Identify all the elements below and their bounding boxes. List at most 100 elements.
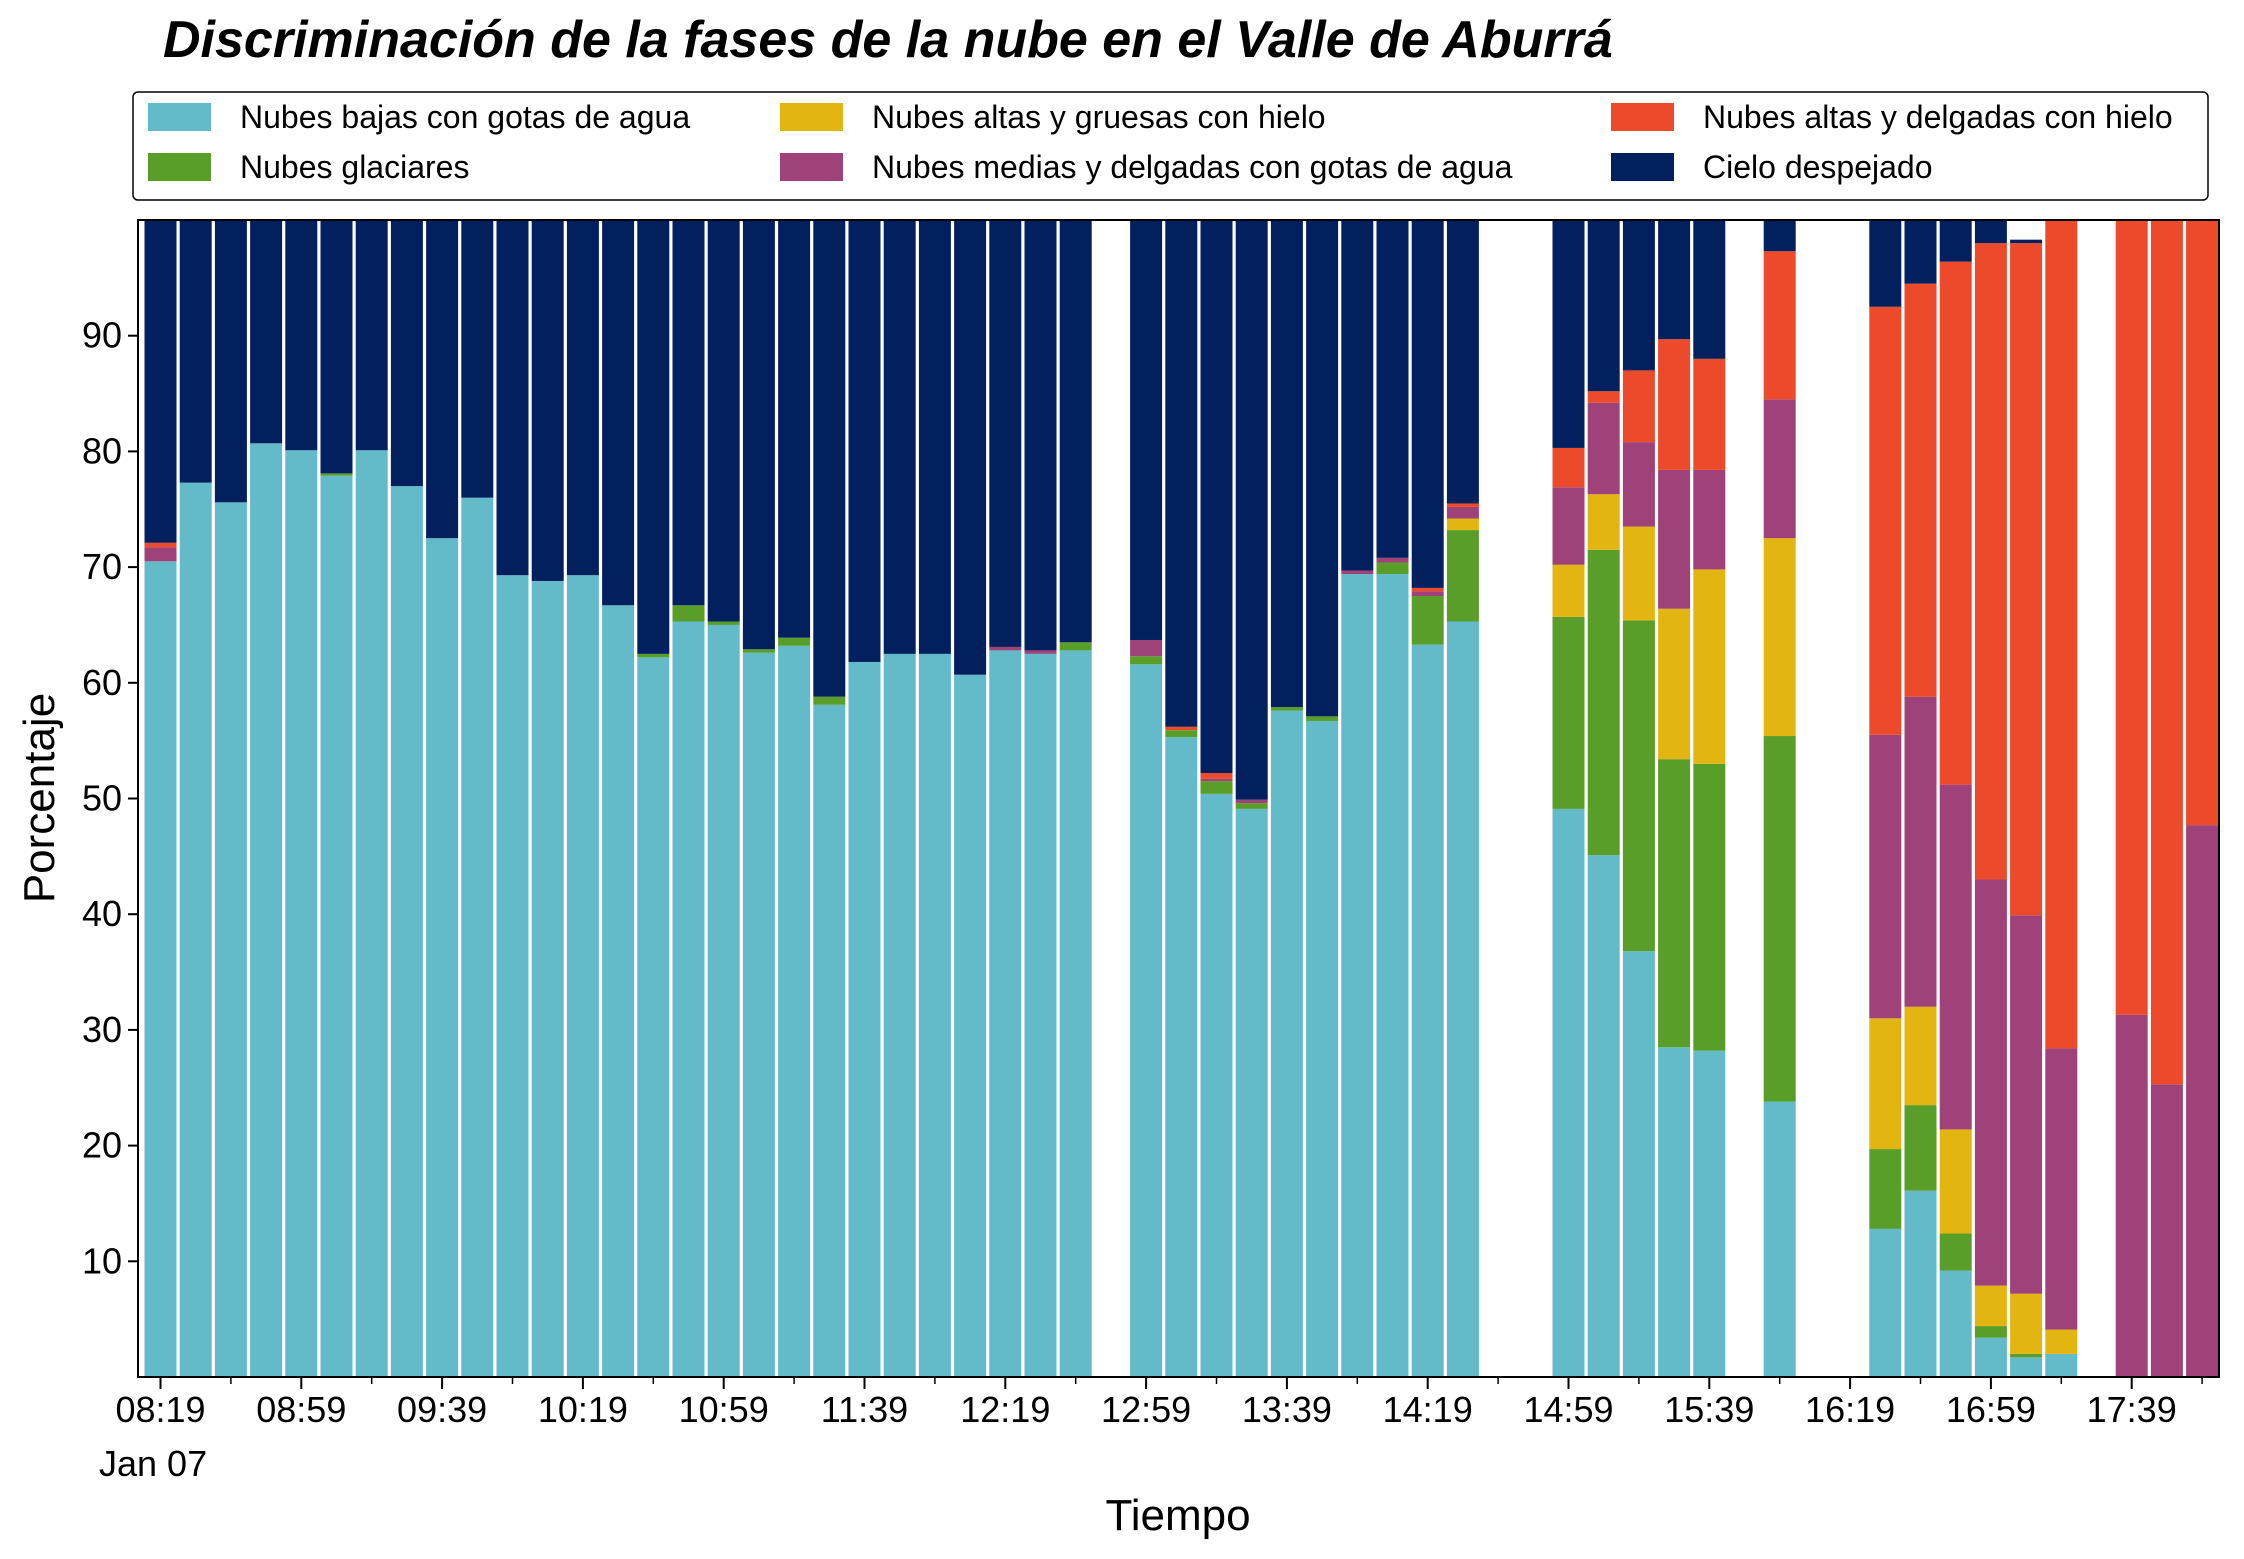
bar-segment-s5-t41 <box>1587 220 1620 392</box>
bar-segment-s5-t30 <box>1200 220 1233 774</box>
bar-segment-s5-t44 <box>1693 220 1726 359</box>
x-tick-label: 10:19 <box>538 1389 628 1430</box>
bar-segment-s0-t14 <box>637 657 670 1377</box>
bar-segment-s3-t0 <box>144 547 177 562</box>
bar-segment-s5-t29 <box>1165 220 1198 727</box>
bar-segment-s0-t20 <box>848 661 881 1377</box>
bar-segment-s3-t36 <box>1411 591 1444 597</box>
bar-segment-s5-t31 <box>1235 220 1268 800</box>
x-tick-label: 16:59 <box>1946 1389 2036 1430</box>
bar-segment-s1-t16 <box>707 621 740 625</box>
bar-segment-s1-t28 <box>1130 656 1163 665</box>
legend-swatch <box>1611 103 1674 131</box>
bar-segment-s5-t22 <box>918 220 951 654</box>
bar-segment-s0-t17 <box>742 652 775 1377</box>
bar-segment-s0-t2 <box>214 502 247 1377</box>
legend-entry: Nubes altas y gruesas con hielo <box>872 99 1326 135</box>
bar-segment-s4-t37 <box>1446 503 1479 507</box>
bar-segment-s4-t29 <box>1165 726 1198 731</box>
y-tick-label: 10 <box>82 1240 122 1281</box>
bar-segment-s5-t50 <box>1904 220 1937 284</box>
bar-segment-s5-t53 <box>2010 239 2043 244</box>
bar-segment-s0-t43 <box>1658 1047 1691 1377</box>
bar-segment-s5-t36 <box>1411 220 1444 588</box>
bar-segment-s0-t28 <box>1130 664 1163 1377</box>
bar-segment-s4-t0 <box>144 542 177 548</box>
bar-segment-s5-t1 <box>179 220 212 483</box>
bar-segment-s5-t37 <box>1446 220 1479 504</box>
bar-segment-s0-t49 <box>1869 1228 1902 1377</box>
bar-segment-s3-t41 <box>1587 402 1620 495</box>
bar-segment-s4-t57 <box>2150 220 2183 1085</box>
bar-segment-s5-t12 <box>566 220 599 576</box>
bar-segment-s0-t18 <box>778 645 811 1377</box>
chart-title: Discriminación de la fases de la nube en… <box>163 11 1613 69</box>
bar-segment-s5-t49 <box>1869 220 1902 307</box>
bar-segment-s2-t53 <box>2010 1293 2043 1354</box>
bar-segment-s3-t25 <box>1024 650 1057 654</box>
bar-segment-s1-t26 <box>1059 642 1092 651</box>
y-tick-label: 50 <box>82 778 122 819</box>
bar-segment-s3-t34 <box>1341 570 1374 575</box>
bar-segment-s5-t32 <box>1270 220 1303 708</box>
bar-segment-s4-t56 <box>2115 220 2148 1015</box>
bar-segment-s0-t25 <box>1024 653 1057 1378</box>
x-axis-label: Tiempo <box>1105 1491 1250 1540</box>
bar-segment-s2-t44 <box>1693 569 1726 764</box>
bar-segment-s1-t41 <box>1587 549 1620 856</box>
bar-segment-s0-t32 <box>1270 710 1303 1377</box>
bar-segment-s1-t19 <box>813 696 846 705</box>
bar-segment-s0-t34 <box>1341 574 1374 1377</box>
bar-segment-s4-t36 <box>1411 587 1444 592</box>
bar-segment-s0-t7 <box>390 486 423 1377</box>
legend-swatch <box>780 153 843 181</box>
bar-segment-s1-t52 <box>1974 1326 2007 1338</box>
y-tick-label: 40 <box>82 893 122 934</box>
bar-segment-s5-t13 <box>602 220 635 606</box>
bar-segment-s4-t42 <box>1622 370 1655 443</box>
bar-segment-s0-t40 <box>1552 808 1585 1377</box>
bar-segment-s2-t42 <box>1622 526 1655 621</box>
bar-segment-s5-t16 <box>707 220 740 622</box>
bar-segment-s3-t44 <box>1693 469 1726 570</box>
bar-segment-s0-t41 <box>1587 855 1620 1377</box>
bar-segment-s5-t43 <box>1658 220 1691 340</box>
bar-segment-s1-t17 <box>742 649 775 653</box>
bar-segment-s5-t6 <box>355 220 388 451</box>
bar-segment-s1-t53 <box>2010 1353 2043 1358</box>
bar-segment-s5-t10 <box>496 220 529 576</box>
bar-segment-s5-t14 <box>637 220 670 654</box>
legend-entry: Cielo despejado <box>1703 149 1933 185</box>
bar-segment-s0-t30 <box>1200 793 1233 1377</box>
bar-segment-s1-t49 <box>1869 1149 1902 1229</box>
bar-segment-s5-t52 <box>1974 220 2007 244</box>
x-tick-label: 08:19 <box>115 1389 205 1430</box>
bar-segment-s4-t51 <box>1939 261 1972 785</box>
bar-segment-s0-t3 <box>250 443 283 1377</box>
bar-segment-s5-t17 <box>742 220 775 650</box>
bar-segment-s5-t0 <box>144 220 177 543</box>
bar-segment-s5-t3 <box>250 220 283 444</box>
bar-segment-s5-t23 <box>954 220 987 675</box>
bar-segment-s5-t42 <box>1622 220 1655 371</box>
bar-segment-s1-t30 <box>1200 781 1233 794</box>
bar-segment-s4-t54 <box>2045 220 2078 1049</box>
bar-segment-s0-t35 <box>1376 574 1409 1377</box>
bar-segment-s3-t40 <box>1552 487 1585 565</box>
bar-segment-s0-t1 <box>179 482 212 1377</box>
bar-segment-s1-t18 <box>778 637 811 646</box>
x-tick-label: 14:19 <box>1383 1389 1473 1430</box>
bar-segment-s0-t24 <box>989 650 1022 1377</box>
bar-segment-s5-t7 <box>390 220 423 487</box>
bar-segment-s4-t52 <box>1974 243 2007 880</box>
bar-segment-s3-t49 <box>1869 734 1902 1019</box>
bar-segment-s0-t22 <box>918 653 951 1378</box>
y-tick-label: 90 <box>82 315 122 356</box>
bar-segment-s3-t57 <box>2150 1084 2183 1377</box>
bar-segment-s4-t43 <box>1658 339 1691 470</box>
bar-segment-s0-t51 <box>1939 1270 1972 1377</box>
bar-segment-s5-t26 <box>1059 220 1092 643</box>
y-axis-label: Porcentaje <box>15 693 64 903</box>
bar-segment-s0-t15 <box>672 621 705 1377</box>
bar-segment-s1-t15 <box>672 605 705 622</box>
